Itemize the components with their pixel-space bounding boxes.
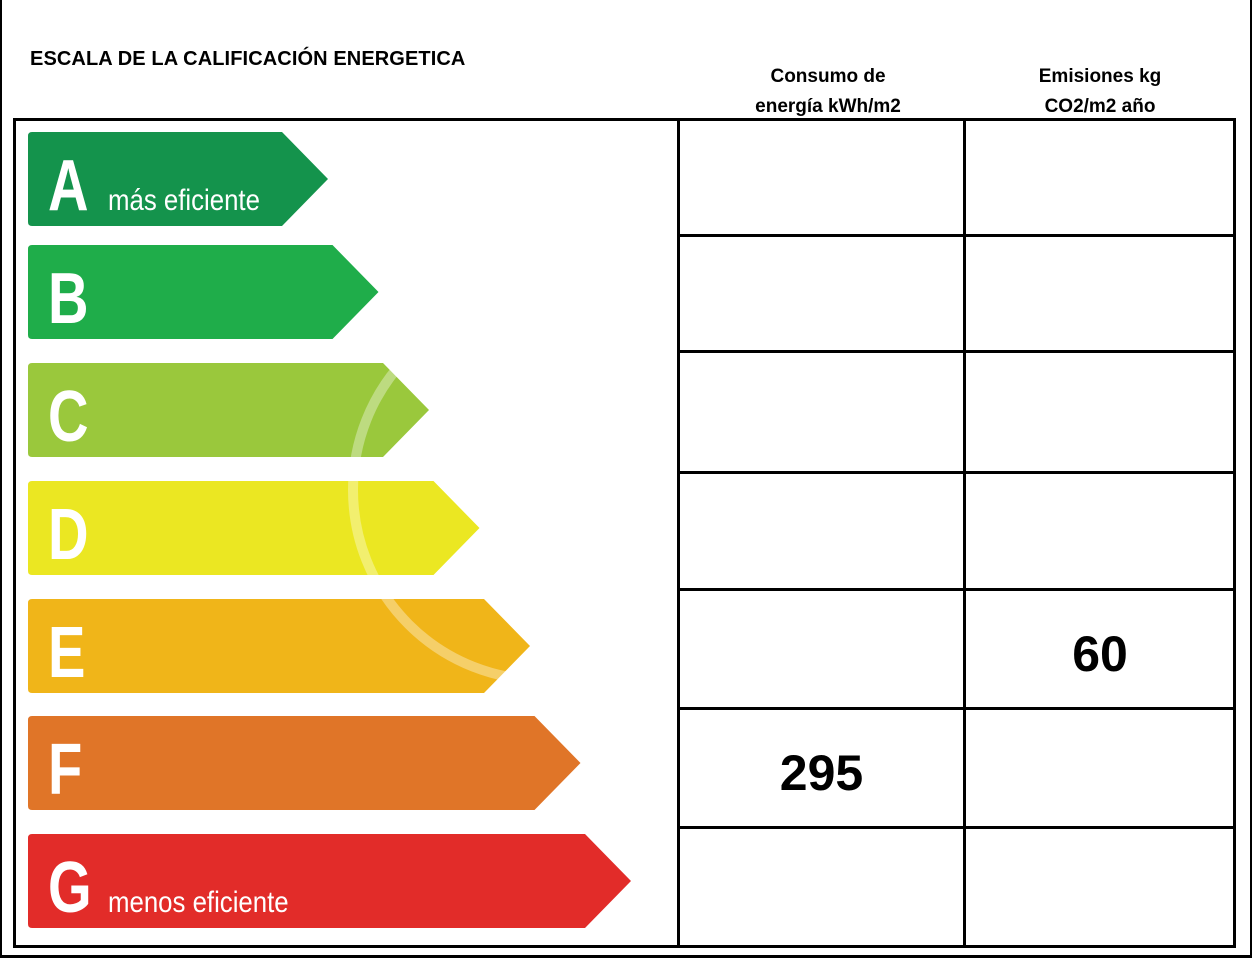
rating-c-bar (28, 363, 429, 457)
table-row-divider (679, 234, 1236, 237)
energy-value: 295 (779, 745, 864, 801)
rating-letter: A (48, 145, 89, 225)
watermark-circle (348, 295, 679, 685)
rating-letter: D (48, 494, 89, 574)
rating-letter: F (48, 729, 82, 809)
rating-note: más eficiente (108, 183, 260, 216)
rating-b-bar (28, 245, 379, 339)
table-divider-energy (677, 118, 680, 948)
rating-e-arrow: E (28, 599, 530, 693)
rating-note: menos eficiente (108, 885, 289, 918)
rating-f-bar (28, 716, 581, 810)
rating-f-arrow: F (28, 716, 581, 810)
rating-letter: G (48, 847, 92, 927)
rating-letter: E (48, 612, 85, 692)
rating-g-bar (28, 834, 631, 928)
rating-table (13, 118, 1236, 948)
rating-d-arrow: D (28, 481, 480, 575)
rating-letter: B (48, 258, 89, 338)
energy-column-header: Consumo de energía kWh/m2 (755, 66, 901, 117)
table-row-divider (679, 471, 1236, 474)
table-row-divider (679, 350, 1236, 353)
rating-a-bar (28, 132, 328, 226)
table-row-divider (679, 826, 1236, 829)
rating-d-bar (28, 481, 480, 575)
table-row-divider (679, 588, 1236, 591)
rating-e-bar (28, 599, 530, 693)
rating-letter: C (48, 376, 89, 456)
rating-c-arrow: C (28, 363, 429, 457)
co2-column-header: Emisiones kg CO2/m2 año (1038, 66, 1162, 117)
rating-b-arrow: B (28, 245, 379, 339)
table-row-divider (679, 707, 1236, 710)
table-divider-co2 (963, 118, 966, 948)
page-title: ESCALA DE LA CALIFICACIÓN ENERGETICA (30, 48, 466, 70)
co2-value: 60 (1072, 626, 1128, 682)
